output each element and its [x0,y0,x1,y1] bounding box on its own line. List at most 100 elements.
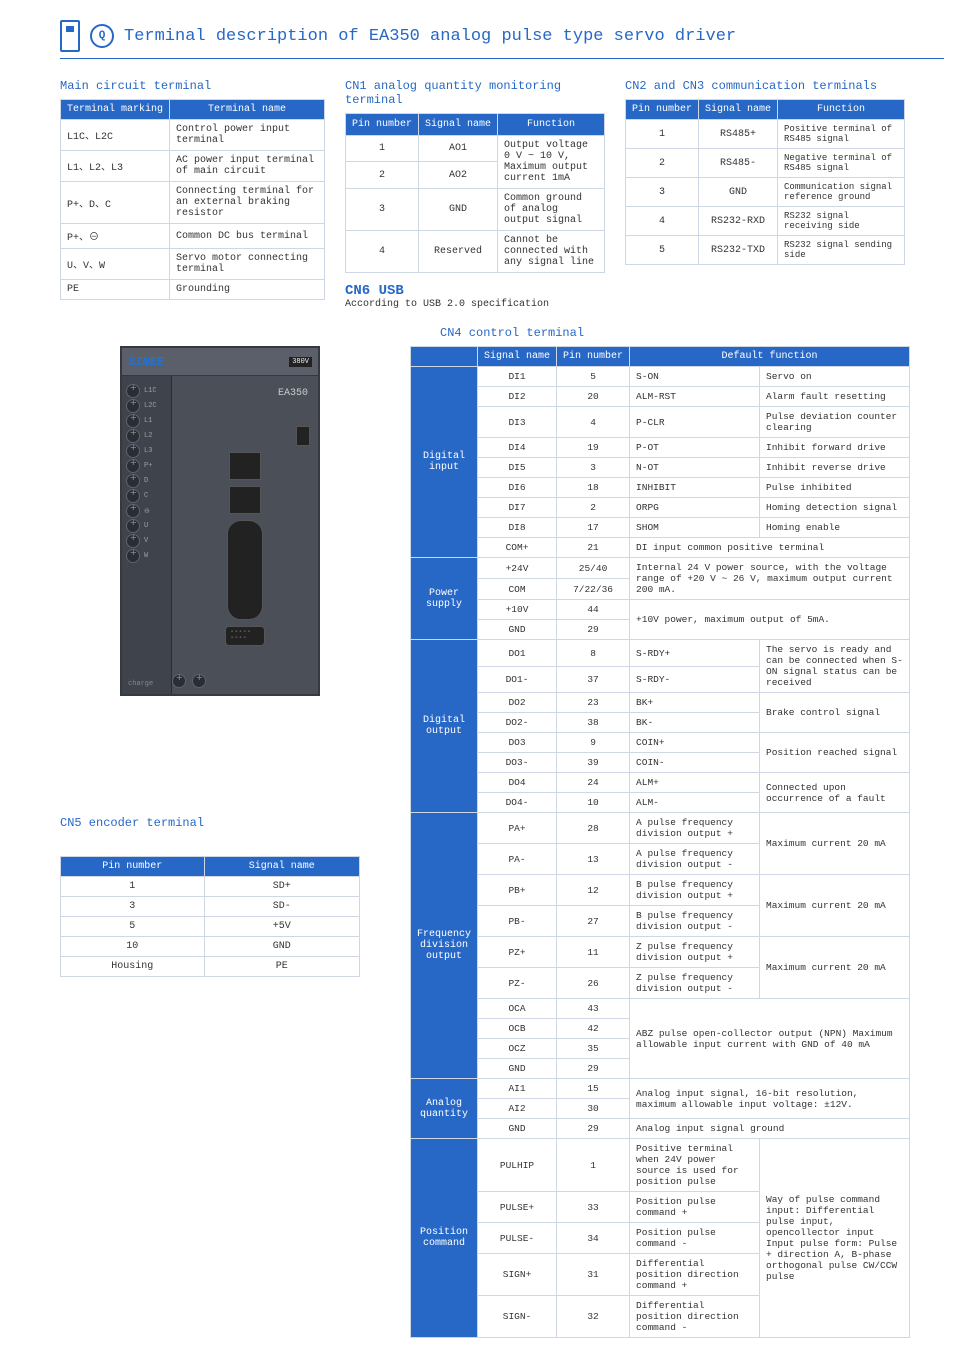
th: Terminal name [170,100,325,120]
th: Pin number [626,100,699,120]
cell: DI5 [478,458,557,478]
cell: DO2 [478,693,557,713]
cell: P+、D、C [61,182,170,224]
terminal-row: ⊖ [126,504,167,518]
cell: 2 [626,149,699,178]
cell: Common ground of analog output signal [498,188,605,230]
cell: 42 [557,1019,630,1039]
cell: GND [478,620,557,640]
cell: 3 [557,458,630,478]
cell: Brake control signal [760,693,910,733]
cell: SD- [204,897,359,917]
cell: 3 [61,897,205,917]
cell: AI1 [478,1079,557,1099]
cell: RS232 signal sending side [778,236,905,265]
group-cell: Frequency division output [411,813,478,1079]
cell: 4 [346,230,419,272]
cell: 37 [557,666,630,693]
terminal-row: D [126,474,167,488]
cell: 33 [557,1192,630,1223]
cell: PA+ [478,813,557,844]
cell: P+、⊖ [61,224,170,249]
th: Function [498,114,605,136]
terminal-label: ⊖ [144,507,150,516]
terminal-label: P+ [144,462,152,470]
cell: 29 [557,1119,630,1139]
cell: PULSE+ [478,1192,557,1223]
cell: Homing enable [760,518,910,538]
group-cell: Position command [411,1139,478,1338]
cell: Maximum current 20 mA [760,937,910,999]
cell: PA- [478,844,557,875]
cell: COM [478,579,557,600]
cell: +10V power, maximum output of 5mA. [630,600,910,640]
cell: GND [699,178,778,207]
db-connector-icon [227,520,263,620]
th: Terminal marking [61,100,170,120]
cell: Grounding [170,280,325,300]
cell: GND [478,1119,557,1139]
cell: 2 [557,498,630,518]
cell: L1、L2、L3 [61,151,170,182]
cell: Internal 24 V power source, with the vol… [630,558,910,600]
terminal-label: V [144,537,148,545]
driver-voltage: 380V [289,357,312,367]
cn1-table: Pin numberSignal nameFunction 1AO1Output… [345,113,605,271]
cell: SD+ [204,877,359,897]
cn6-title: CN6 USB [345,283,605,299]
cell: 13 [557,844,630,875]
cell: S-RDY- [630,666,760,693]
cell: DI input common positive terminal [630,538,910,558]
terminal-row: L1C [126,384,167,398]
terminal-row: C [126,489,167,503]
page-title: Terminal description of EA350 analog pul… [124,27,736,46]
cell: Inhibit reverse drive [760,458,910,478]
cell: RS232 signal receiving side [778,207,905,236]
cell: PB- [478,906,557,937]
cell: 34 [557,1223,630,1254]
th: Pin number [61,857,205,877]
cell: GND [419,188,498,230]
usb-port-icon [296,426,310,446]
cell: 7/22/36 [557,579,630,600]
driver-illustration: SINEE 380V EA350 L1CL2CL1L2L3P+DC⊖UVW ch… [120,346,320,696]
screw-icon [192,674,206,688]
cell: +5V [204,917,359,937]
terminal-label: L2 [144,432,152,440]
cell: RS485+ [699,120,778,149]
screw-icon [126,429,140,443]
cell: ALM- [630,793,760,813]
cell: PZ- [478,968,557,999]
group-cell: Analog quantity [411,1079,478,1139]
th: Pin number [346,114,419,136]
screw-icon [126,519,140,533]
screw-icon [126,384,140,398]
cell: 29 [557,1059,630,1079]
cell: Z pulse frequency division output - [630,968,760,999]
terminal-row: V [126,534,167,548]
cell: 1 [61,877,205,897]
cell: COM+ [478,538,557,558]
cell: Control power input terminal [170,120,325,151]
cell: 17 [557,518,630,538]
terminal-row: L2 [126,429,167,443]
cell: GND [478,1059,557,1079]
dsub-connector-icon [225,626,265,646]
rj45-port-icon [229,452,261,480]
cell: PE [204,957,359,977]
driver-left-terminals: L1CL2CL1L2L3P+DC⊖UVW [122,376,172,694]
cell: A pulse frequency division output + [630,813,760,844]
cell: 9 [557,733,630,753]
cell: Position pulse command - [630,1223,760,1254]
screw-icon [126,549,140,563]
cell: Communication signal reference ground [778,178,905,207]
cell: INHIBIT [630,478,760,498]
cell: DO1- [478,666,557,693]
cell: DI8 [478,518,557,538]
th: Signal name [204,857,359,877]
screw-icon [126,534,140,548]
cell: Maximum current 20 mA [760,875,910,937]
cell: +24V [478,558,557,579]
cell: ORPG [630,498,760,518]
terminal-label: L1C [144,387,157,395]
